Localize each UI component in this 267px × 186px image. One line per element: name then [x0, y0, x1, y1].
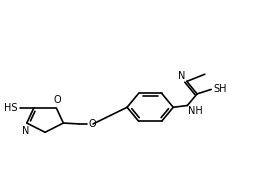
- Text: O: O: [89, 119, 97, 129]
- Text: NH: NH: [188, 106, 203, 116]
- Text: O: O: [54, 95, 61, 105]
- Text: SH: SH: [214, 84, 227, 94]
- Text: HS: HS: [4, 103, 17, 113]
- Text: N: N: [22, 126, 29, 136]
- Text: N: N: [178, 70, 186, 81]
